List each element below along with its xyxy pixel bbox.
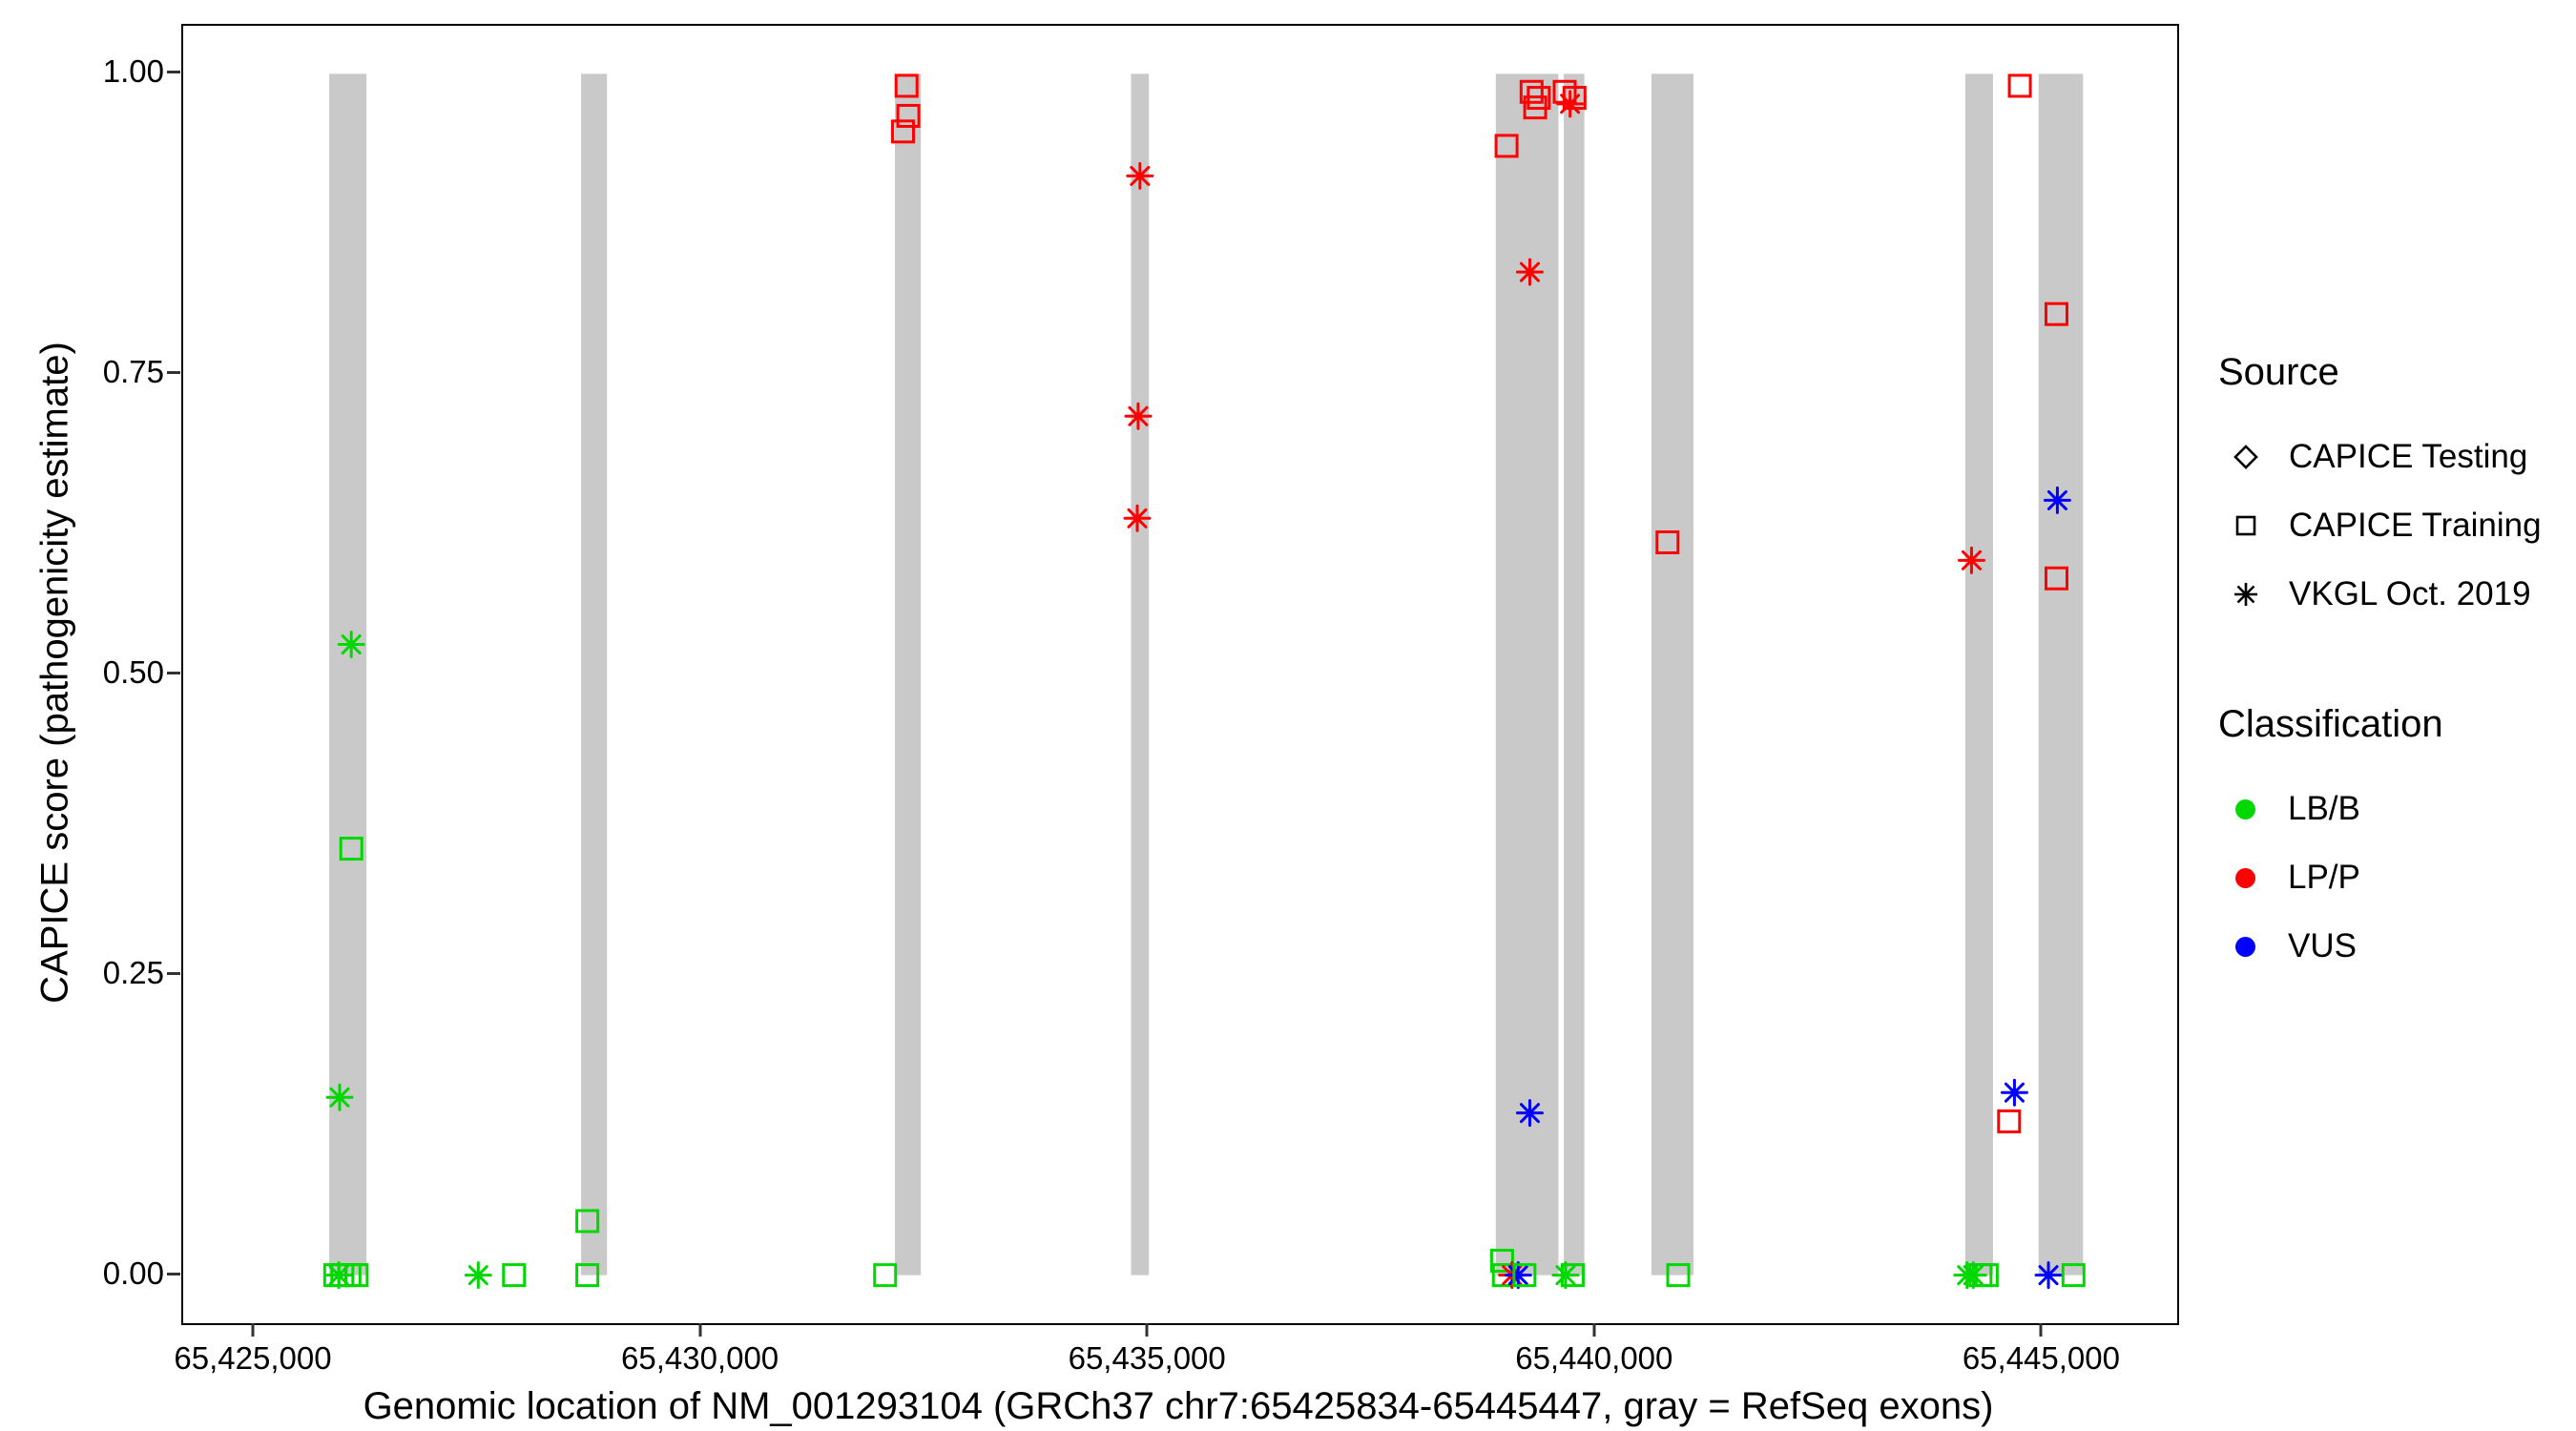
x-tick-label: 65,430,000 xyxy=(620,1340,779,1376)
square-icon xyxy=(2235,515,2256,536)
data-point-square xyxy=(1997,1109,2022,1133)
y-tick-mark xyxy=(167,1272,180,1275)
y-tick-label: 0.25 xyxy=(102,954,164,990)
data-point-square xyxy=(1519,79,1544,104)
data-point-square xyxy=(890,119,915,144)
data-point-square xyxy=(1974,1263,1999,1288)
refseq-exon-bar xyxy=(1564,73,1585,1275)
x-axis-title: Genomic location of NM_001293104 (GRCh37… xyxy=(363,1385,1994,1427)
data-point-square xyxy=(2044,301,2068,326)
data-point-square xyxy=(2061,1263,2086,1288)
data-point-square xyxy=(339,837,364,861)
legend-item-lpp: LP/P xyxy=(2218,843,2571,912)
x-tick-mark xyxy=(1592,1323,1596,1337)
legend-source-title: Source xyxy=(2218,351,2339,393)
y-tick-label: 0.75 xyxy=(102,354,164,390)
data-point-asterisk xyxy=(1126,161,1154,190)
x-tick-mark xyxy=(1145,1323,1149,1337)
plot-panel xyxy=(181,24,2179,1325)
refseq-exon-bar xyxy=(329,73,367,1275)
data-point-square xyxy=(1494,134,1519,158)
data-point-square xyxy=(894,73,919,98)
data-point-asterisk xyxy=(1504,1261,1532,1290)
y-tick-mark xyxy=(167,672,180,674)
refseq-exon-bar xyxy=(895,73,922,1275)
legend-label: VUS xyxy=(2288,927,2357,964)
data-point-asterisk xyxy=(1124,402,1153,430)
y-tick-mark xyxy=(167,971,180,975)
legend-item-vkgl: VKGL Oct. 2019 xyxy=(2218,560,2571,629)
data-point-square xyxy=(1523,95,1548,120)
data-point-asterisk xyxy=(1551,1261,1580,1290)
blue-dot-icon xyxy=(2235,936,2255,957)
legend-label: VKGL Oct. 2019 xyxy=(2289,575,2531,612)
data-point-square xyxy=(896,103,921,128)
data-point-asterisk xyxy=(1556,90,1585,118)
data-point-asterisk xyxy=(464,1261,492,1290)
data-point-asterisk xyxy=(1957,546,1985,574)
legend-item-capice-training: CAPICE Training xyxy=(2218,491,2571,560)
x-tick-mark xyxy=(2039,1323,2043,1337)
data-point-asterisk xyxy=(337,631,365,659)
x-tick-label: 65,445,000 xyxy=(1962,1340,2120,1376)
legend-item-capice-testing: CAPICE Testing xyxy=(2218,423,2571,491)
data-point-square xyxy=(1562,86,1587,111)
data-point-square xyxy=(1512,1263,1537,1288)
data-point-asterisk xyxy=(2034,1261,2063,1290)
legend-label: CAPICE Training xyxy=(2289,507,2542,544)
diamond-icon xyxy=(2233,445,2258,469)
asterisk-icon xyxy=(2234,583,2257,606)
data-point-asterisk xyxy=(325,1083,354,1111)
x-tick-label: 65,435,000 xyxy=(1068,1340,1226,1376)
data-point-square xyxy=(2044,566,2068,591)
data-point-asterisk xyxy=(1515,258,1544,286)
data-point-square xyxy=(575,1209,600,1234)
refseq-exon-bar xyxy=(2038,73,2084,1275)
data-point-square xyxy=(873,1263,898,1288)
data-point-square xyxy=(1666,1263,1691,1288)
refseq-exon-bar xyxy=(1964,73,1993,1275)
data-point-asterisk xyxy=(2043,486,2071,514)
refseq-exon-bar xyxy=(581,73,608,1275)
data-point-asterisk xyxy=(324,1261,353,1290)
scatter-plot-canvas xyxy=(322,73,2086,1290)
data-point-square xyxy=(1560,1263,1585,1288)
x-tick-label: 65,425,000 xyxy=(174,1340,332,1376)
legend-section-gap xyxy=(2218,629,2571,703)
legend: Source CAPICE Testing CAPICE Training VK… xyxy=(2218,351,2571,981)
data-point-square xyxy=(1489,1249,1514,1274)
data-point-asterisk xyxy=(1123,504,1152,532)
x-tick-mark xyxy=(251,1323,255,1337)
x-tick-mark xyxy=(698,1323,702,1337)
data-point-square xyxy=(575,1263,600,1288)
legend-label: LB/B xyxy=(2288,790,2360,827)
y-tick-mark xyxy=(167,371,180,375)
data-point-square xyxy=(2007,73,2032,98)
x-tick-label: 65,440,000 xyxy=(1515,1340,1673,1376)
refseq-exon-bar xyxy=(1495,73,1559,1275)
legend-label: LP/P xyxy=(2288,859,2360,896)
y-tick-label: 0.50 xyxy=(102,654,164,690)
legend-item-lbb: LB/B xyxy=(2218,775,2571,843)
data-point-square xyxy=(502,1263,527,1288)
data-point-asterisk xyxy=(1515,1099,1544,1128)
green-dot-icon xyxy=(2235,798,2255,819)
y-tick-mark xyxy=(167,71,180,74)
y-tick-label: 1.00 xyxy=(102,53,164,90)
legend-classification-title: Classification xyxy=(2218,703,2443,745)
y-tick-label: 0.00 xyxy=(102,1255,164,1291)
data-point-asterisk xyxy=(2000,1078,2028,1107)
legend-label: CAPICE Testing xyxy=(2289,438,2528,475)
refseq-exon-bar xyxy=(1131,73,1150,1275)
refseq-exon-bar xyxy=(1651,73,1693,1275)
red-dot-icon xyxy=(2235,867,2255,888)
data-point-square xyxy=(1655,529,1680,554)
data-point-asterisk xyxy=(1959,1261,1987,1290)
legend-item-vus: VUS xyxy=(2218,912,2571,981)
